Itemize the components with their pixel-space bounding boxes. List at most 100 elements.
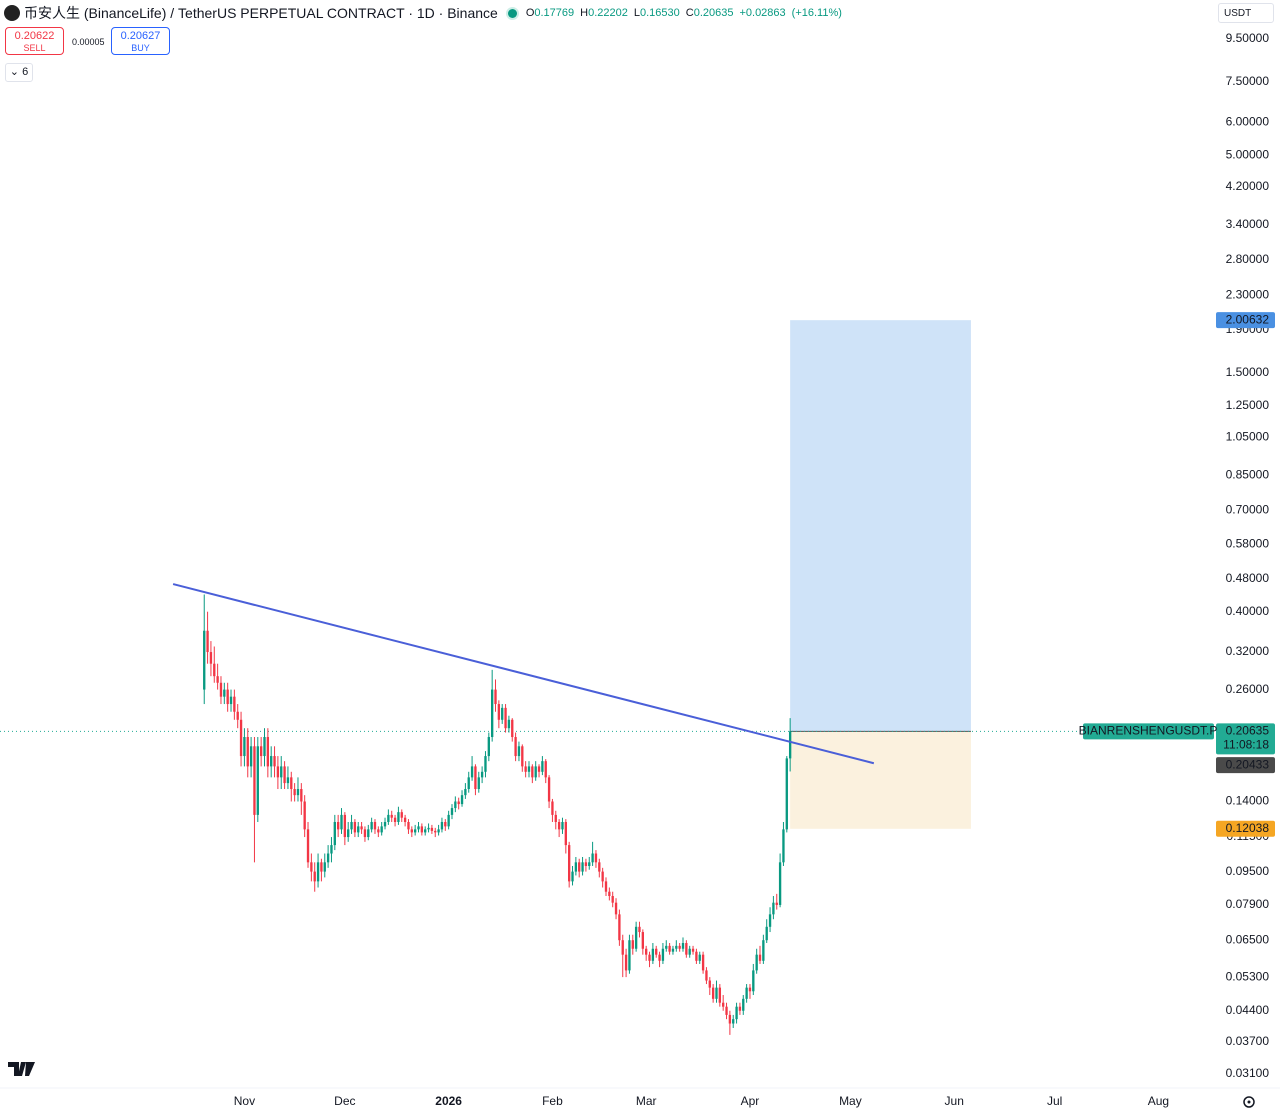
marker-price-label: 0.20433 <box>1226 757 1270 771</box>
candle-body <box>782 829 785 863</box>
candle-body <box>320 862 323 872</box>
candle-body <box>203 630 206 690</box>
candle-body <box>437 829 440 833</box>
settings-icon[interactable] <box>1243 1096 1255 1108</box>
candle-body <box>243 737 246 757</box>
candle-body <box>427 827 430 830</box>
candle-body <box>494 689 497 705</box>
candle-body <box>323 862 326 872</box>
target-zone <box>790 320 971 732</box>
ohlc-value: 0.17769 <box>534 7 575 19</box>
candle-body <box>313 871 316 882</box>
candle-body <box>698 954 701 961</box>
candle-body <box>728 1014 732 1024</box>
symbol-logo <box>4 5 20 21</box>
trendline <box>172 583 875 765</box>
y-tick-label: 0.14000 <box>1226 794 1270 808</box>
candle-body <box>306 829 310 863</box>
candle-body <box>270 756 273 767</box>
y-tick-label: 0.06500 <box>1226 932 1270 946</box>
change-percent: (+16.11%) <box>791 7 842 19</box>
candle-body <box>608 891 611 897</box>
y-tick-label: 9.50000 <box>1226 31 1270 45</box>
ohlc-value: 0.22202 <box>588 7 628 19</box>
candle-body <box>347 829 350 838</box>
candle-body <box>424 829 427 833</box>
candle-body <box>360 826 363 830</box>
candle-body <box>480 771 484 778</box>
candle-body <box>544 761 547 778</box>
x-tick-label: May <box>839 1094 862 1108</box>
candle-body <box>675 945 678 949</box>
candle-body <box>490 689 494 738</box>
symbol-title[interactable]: 币安人生 (BinanceLife) / TetherUS PERPETUAL … <box>24 5 498 21</box>
candle-body <box>718 987 722 1003</box>
y-tick-label: 1.25000 <box>1226 398 1270 412</box>
candle-body <box>387 814 390 822</box>
countdown: 11:08:18 <box>1223 738 1269 752</box>
candle-body <box>752 970 755 992</box>
candle-body <box>661 948 665 961</box>
candle-body <box>772 902 775 915</box>
candle-body <box>504 707 507 729</box>
candle-body <box>380 826 383 833</box>
x-tick-label: Feb <box>542 1094 563 1108</box>
candle-body <box>457 801 460 805</box>
candle-body <box>554 814 557 822</box>
buy-label: BUY <box>131 43 150 53</box>
candle-body <box>604 881 608 892</box>
y-tick-label: 0.85000 <box>1226 468 1270 482</box>
candle-body <box>477 777 480 790</box>
candle-body <box>340 814 343 830</box>
candle-body <box>393 817 397 822</box>
indicators-toggle[interactable]: ⌄ 6 <box>5 63 33 82</box>
ohlc-key: O <box>525 7 535 19</box>
candle-body <box>273 756 276 767</box>
candle-body <box>634 926 638 949</box>
candle-body <box>581 862 584 872</box>
candle-body <box>671 948 675 952</box>
candle-body <box>209 652 213 664</box>
stop-price-label: 0.12038 <box>1226 821 1270 835</box>
candle-body <box>464 789 467 796</box>
candle-body <box>236 711 239 720</box>
candle-body <box>276 766 280 778</box>
ohlc-value: 0.16530 <box>639 7 680 19</box>
ohlc-key: C <box>685 7 694 19</box>
candle-body <box>263 737 266 757</box>
candle-body <box>531 766 534 778</box>
ohlc-key: H <box>580 7 589 19</box>
candle-body <box>390 814 393 818</box>
candle-body <box>521 746 524 767</box>
ohlc-key: L <box>633 7 640 19</box>
candle-body <box>705 970 708 981</box>
candle-body <box>701 954 705 971</box>
y-tick-label: 0.58000 <box>1226 537 1270 551</box>
candle-body <box>601 871 604 882</box>
y-tick-label: 0.03100 <box>1226 1066 1270 1080</box>
sell-button[interactable]: 0.20622 SELL <box>5 27 64 55</box>
candle-body <box>259 746 263 757</box>
candle-body <box>621 940 624 955</box>
candle-body <box>514 737 517 757</box>
candle-body <box>591 853 594 863</box>
candle-body <box>688 948 691 955</box>
candle-body <box>765 926 768 941</box>
candle-body <box>624 954 628 971</box>
candle-body <box>316 862 320 882</box>
candle-body <box>631 940 634 949</box>
candle-body <box>681 943 685 949</box>
candle-body <box>691 948 695 952</box>
buy-button[interactable]: 0.20627 BUY <box>111 27 170 55</box>
currency-select[interactable]: USDT <box>1218 3 1274 23</box>
currency: USDT <box>1224 8 1252 19</box>
market-status[interactable] <box>507 8 517 18</box>
candle-body <box>370 821 373 830</box>
candle-body <box>638 926 641 933</box>
candle-body <box>216 676 219 683</box>
candle-body <box>229 696 233 705</box>
candle-body <box>758 954 762 961</box>
candle-body <box>641 932 645 949</box>
candle-body <box>695 951 698 961</box>
